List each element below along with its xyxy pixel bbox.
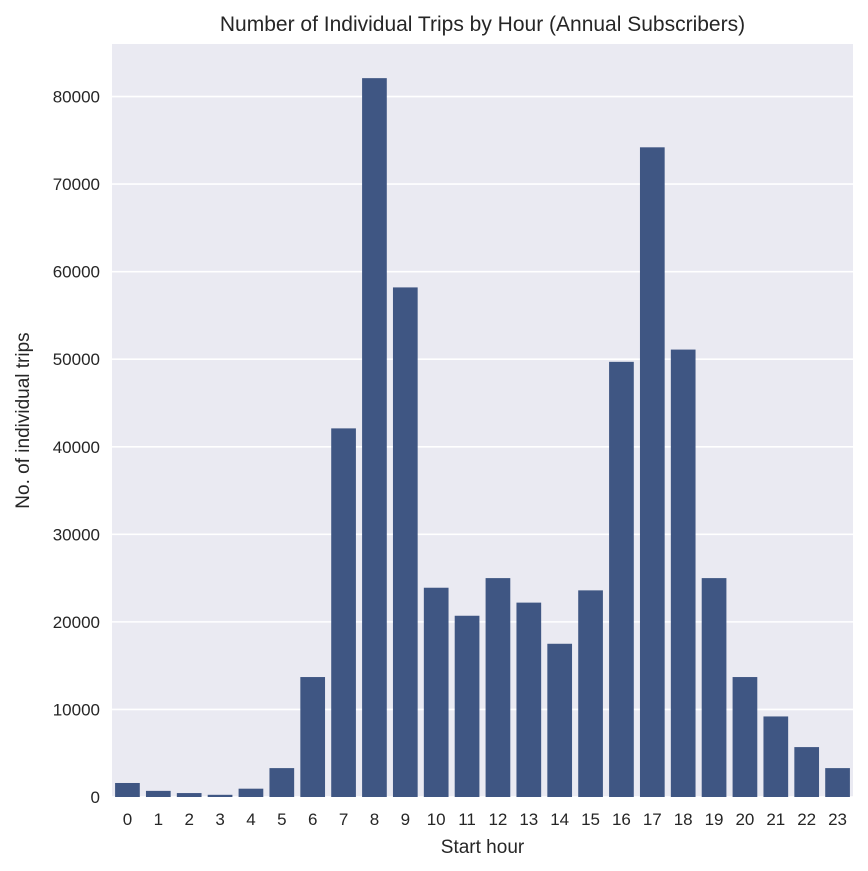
x-tick-label: 16 bbox=[612, 810, 631, 829]
bar-hour-17 bbox=[639, 147, 665, 797]
x-tick-label: 7 bbox=[339, 810, 348, 829]
bar-hour-22 bbox=[794, 747, 820, 797]
x-tick-label: 6 bbox=[308, 810, 317, 829]
bar-hour-3 bbox=[207, 794, 233, 797]
x-tick-label: 23 bbox=[828, 810, 847, 829]
bar-hour-12 bbox=[485, 578, 511, 797]
x-axis-title: Start hour bbox=[441, 837, 525, 858]
x-tick-label: 5 bbox=[277, 810, 286, 829]
bar-hour-11 bbox=[454, 615, 480, 797]
x-axis-ticks: 0 1 2 3 4 5 6 7 8 9 10 11 12 13 14 15 16 17 18 19 20 21 22 23 bbox=[123, 810, 847, 829]
bar-hour-6 bbox=[300, 677, 326, 797]
x-tick-label: 4 bbox=[246, 810, 255, 829]
bar-hour-13 bbox=[516, 602, 542, 797]
bar-hour-18 bbox=[670, 349, 696, 797]
x-tick-label: 20 bbox=[735, 810, 754, 829]
x-tick-label: 21 bbox=[766, 810, 785, 829]
y-tick-label: 50000 bbox=[53, 350, 100, 369]
bar-hour-20 bbox=[732, 677, 758, 797]
bar-hour-21 bbox=[763, 716, 789, 797]
bar-hour-10 bbox=[423, 587, 449, 797]
bar-hour-16 bbox=[609, 361, 634, 797]
bar-hour-15 bbox=[578, 590, 603, 797]
bar-hour-8 bbox=[362, 78, 387, 797]
y-tick-label: 60000 bbox=[53, 263, 100, 282]
bar-hour-9 bbox=[392, 287, 418, 797]
y-tick-label: 30000 bbox=[53, 525, 100, 544]
chart-title: Number of Individual Trips by Hour (Annu… bbox=[220, 13, 745, 36]
x-tick-label: 3 bbox=[215, 810, 224, 829]
x-tick-label: 19 bbox=[705, 810, 724, 829]
x-tick-label: 10 bbox=[427, 810, 446, 829]
bar-hour-19 bbox=[701, 578, 727, 797]
y-tick-label: 10000 bbox=[53, 700, 100, 719]
x-tick-label: 2 bbox=[184, 810, 193, 829]
bar-hour-2 bbox=[176, 793, 202, 797]
x-tick-label: 18 bbox=[674, 810, 693, 829]
x-tick-label: 13 bbox=[519, 810, 538, 829]
bar-hour-5 bbox=[269, 768, 295, 797]
y-tick-label: 20000 bbox=[53, 613, 100, 632]
x-tick-label: 11 bbox=[458, 810, 476, 829]
bars bbox=[115, 78, 850, 797]
y-tick-label: 40000 bbox=[53, 438, 100, 457]
bar-hour-1 bbox=[145, 790, 171, 797]
x-tick-label: 8 bbox=[370, 810, 379, 829]
x-tick-label: 9 bbox=[401, 810, 410, 829]
bar-hour-7 bbox=[331, 428, 356, 797]
y-axis-ticks: 0 10000 20000 30000 40000 50000 60000 70000 8000… bbox=[53, 88, 100, 807]
bar-hour-4 bbox=[238, 788, 264, 797]
x-tick-label: 14 bbox=[550, 810, 569, 829]
bar-hour-0 bbox=[115, 782, 140, 797]
bar-hour-14 bbox=[547, 643, 573, 797]
x-tick-label: 1 bbox=[154, 810, 163, 829]
x-tick-label: 12 bbox=[488, 810, 507, 829]
plot-background bbox=[112, 44, 853, 797]
y-tick-label: 80000 bbox=[53, 88, 100, 107]
y-tick-label: 0 bbox=[91, 788, 100, 807]
grid-lines bbox=[112, 95, 853, 798]
x-tick-label: 15 bbox=[581, 810, 600, 829]
y-tick-label: 70000 bbox=[53, 175, 100, 194]
x-tick-label: 22 bbox=[797, 810, 816, 829]
x-tick-label: 0 bbox=[123, 810, 132, 829]
x-tick-label: 17 bbox=[643, 810, 662, 829]
y-axis-title: No. of individual trips bbox=[13, 332, 34, 508]
bar-hour-23 bbox=[825, 768, 850, 797]
